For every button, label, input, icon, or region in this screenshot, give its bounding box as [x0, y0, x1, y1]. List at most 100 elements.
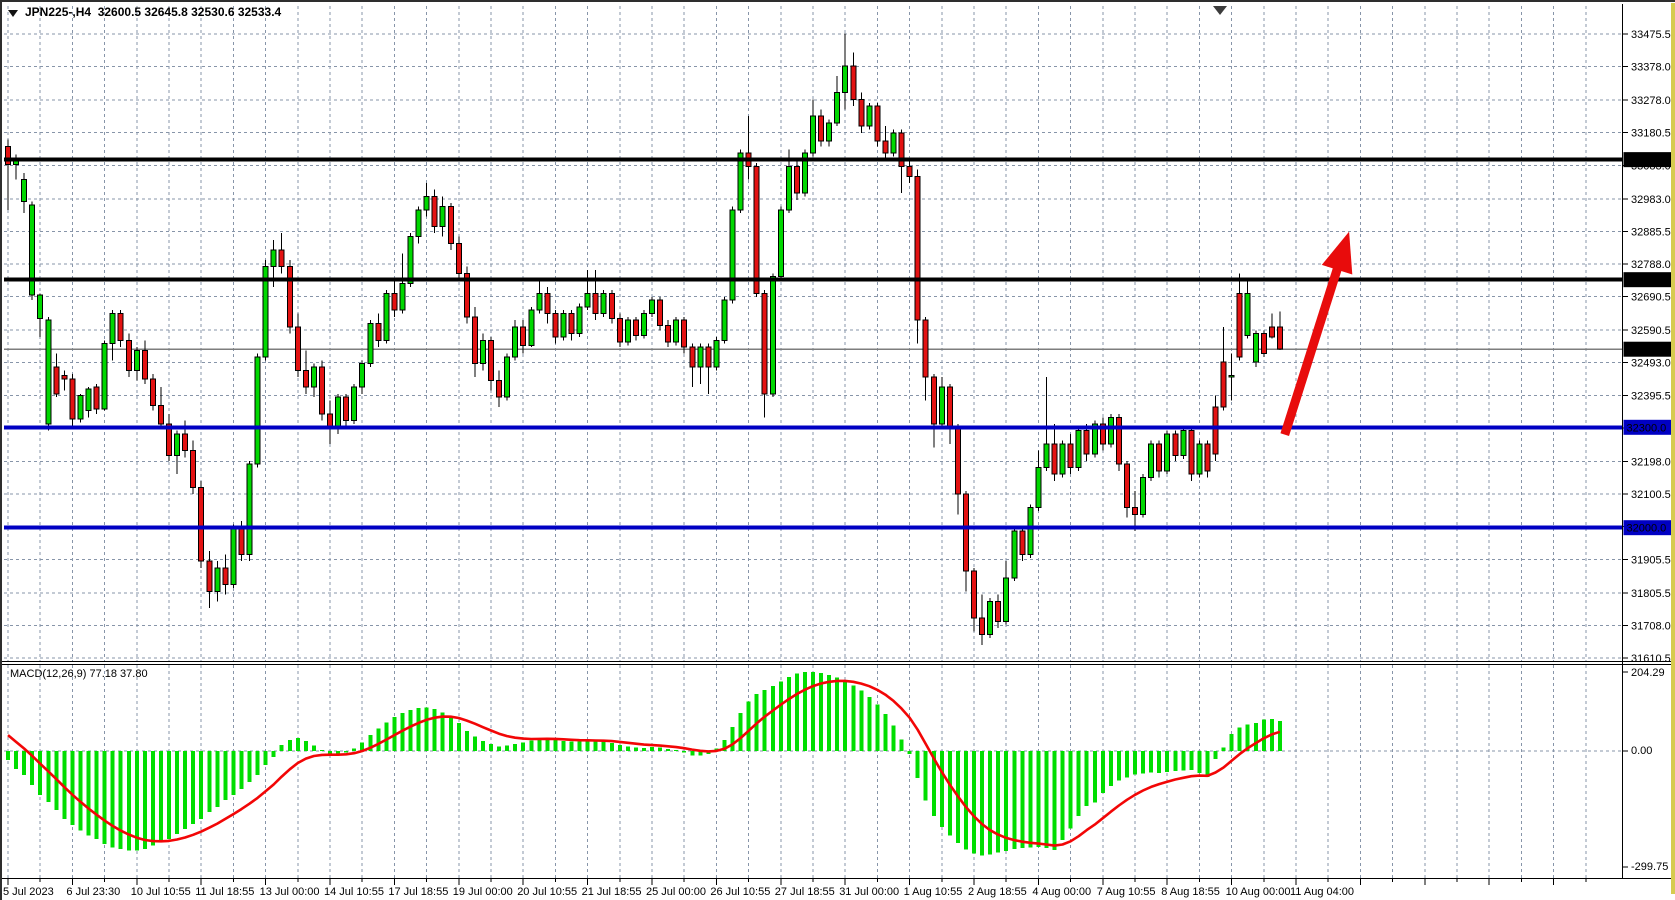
time-axis-label: 17 Jul 18:55	[388, 886, 448, 898]
candle	[5, 139, 11, 210]
candle	[665, 320, 672, 348]
macd-bar	[223, 751, 228, 801]
candle	[600, 290, 607, 317]
macd-bar	[255, 751, 260, 775]
macd-bar	[1020, 751, 1025, 849]
candle	[69, 373, 76, 428]
macd-bar	[472, 736, 477, 751]
candle	[21, 173, 28, 214]
candle	[367, 320, 374, 368]
candle	[1148, 440, 1155, 481]
macd-bar	[907, 751, 912, 755]
macd-axis-label: 204.29	[1631, 667, 1665, 679]
candle	[568, 310, 575, 341]
macd-layer	[6, 672, 1282, 856]
candle	[439, 196, 446, 237]
macd-bar	[770, 686, 775, 751]
macd-bar	[529, 740, 534, 751]
candle	[987, 597, 994, 639]
macd-bar	[1133, 751, 1137, 775]
candle	[85, 387, 92, 418]
candle	[769, 273, 776, 398]
price-axis-label: 33475.5	[1631, 29, 1671, 41]
macd-bar	[408, 710, 413, 751]
macd-bar	[835, 677, 840, 751]
time-axis[interactable]: 5 Jul 2023 6 Jul 23:30 10 Jul 10:55 11 Jul …	[3, 878, 1587, 898]
candle	[318, 360, 325, 421]
macd-bar	[867, 696, 872, 751]
price-tag: 33100.0	[1623, 152, 1673, 168]
candle	[640, 310, 647, 339]
macd-bar	[1084, 751, 1089, 806]
candle	[415, 206, 422, 244]
candle	[922, 316, 929, 401]
candle	[721, 296, 728, 344]
trend-arrow[interactable]	[1280, 231, 1353, 437]
chart-shift-marker-icon	[1213, 6, 1227, 15]
candle	[310, 363, 317, 398]
candle	[560, 310, 567, 341]
candle	[801, 149, 808, 197]
macd-bar	[1245, 724, 1250, 751]
macd-bar	[883, 713, 888, 751]
symbol-dropdown-icon[interactable]	[8, 9, 18, 17]
candle	[914, 169, 921, 344]
macd-bar	[384, 722, 389, 751]
candles-layer	[5, 33, 1283, 645]
price-axis-label: 32885.5	[1631, 226, 1671, 238]
macd-bar	[1213, 751, 1218, 760]
time-axis-label: 26 Jul 10:55	[710, 886, 770, 898]
macd-bar	[1012, 751, 1017, 850]
macd-bar	[344, 751, 349, 753]
macd-bar	[303, 740, 308, 751]
candle	[254, 353, 261, 468]
macd-bar	[489, 744, 493, 751]
macd-bar	[827, 674, 832, 751]
macd-bar	[972, 751, 976, 854]
time-axis-label: 10 Aug 00:00	[1226, 886, 1291, 898]
macd-bar	[762, 689, 767, 751]
macd-bar	[996, 751, 1001, 853]
macd-bar	[722, 740, 727, 751]
price-axis-label: 32493.0	[1631, 358, 1671, 370]
price-axis-label: 33378.0	[1631, 62, 1671, 74]
chart-frame	[2, 4, 1675, 879]
macd-bar	[497, 746, 502, 751]
macd-bar	[891, 725, 896, 751]
macd-bar	[802, 672, 807, 751]
price-axis-label: 31610.5	[1631, 653, 1671, 665]
macd-bar	[569, 741, 574, 751]
candle	[1276, 311, 1283, 351]
macd-bar	[859, 690, 864, 751]
macd-bar	[1173, 751, 1178, 772]
candle	[906, 159, 913, 184]
macd-bar	[794, 673, 799, 751]
macd-bar	[1141, 751, 1146, 774]
price-axis-label: 32395.5	[1631, 390, 1671, 402]
chart-header: JPN225-,H4 32600.5 32645.8 32530.6 32533…	[8, 5, 281, 19]
candle	[117, 310, 124, 348]
macd-bar	[150, 751, 155, 846]
macd-bar	[980, 751, 985, 856]
macd-bar	[1149, 751, 1154, 773]
macd-bar	[336, 751, 341, 755]
macd-bar	[1068, 751, 1073, 829]
candle	[1027, 504, 1034, 558]
time-axis-label: 10 Jul 10:55	[131, 886, 191, 898]
candle	[1180, 427, 1187, 460]
macd-bar	[70, 751, 75, 826]
candle	[826, 119, 833, 147]
candle	[1260, 330, 1267, 358]
candle	[1188, 427, 1195, 481]
candle	[1132, 490, 1138, 532]
macd-bar	[14, 751, 19, 769]
candle	[359, 360, 366, 394]
macd-bar	[819, 672, 824, 751]
price-tag: 32300.0	[1623, 419, 1673, 435]
candle	[689, 343, 696, 388]
candle	[214, 561, 221, 602]
macd-bar	[641, 747, 646, 751]
macd-bar	[231, 751, 236, 796]
